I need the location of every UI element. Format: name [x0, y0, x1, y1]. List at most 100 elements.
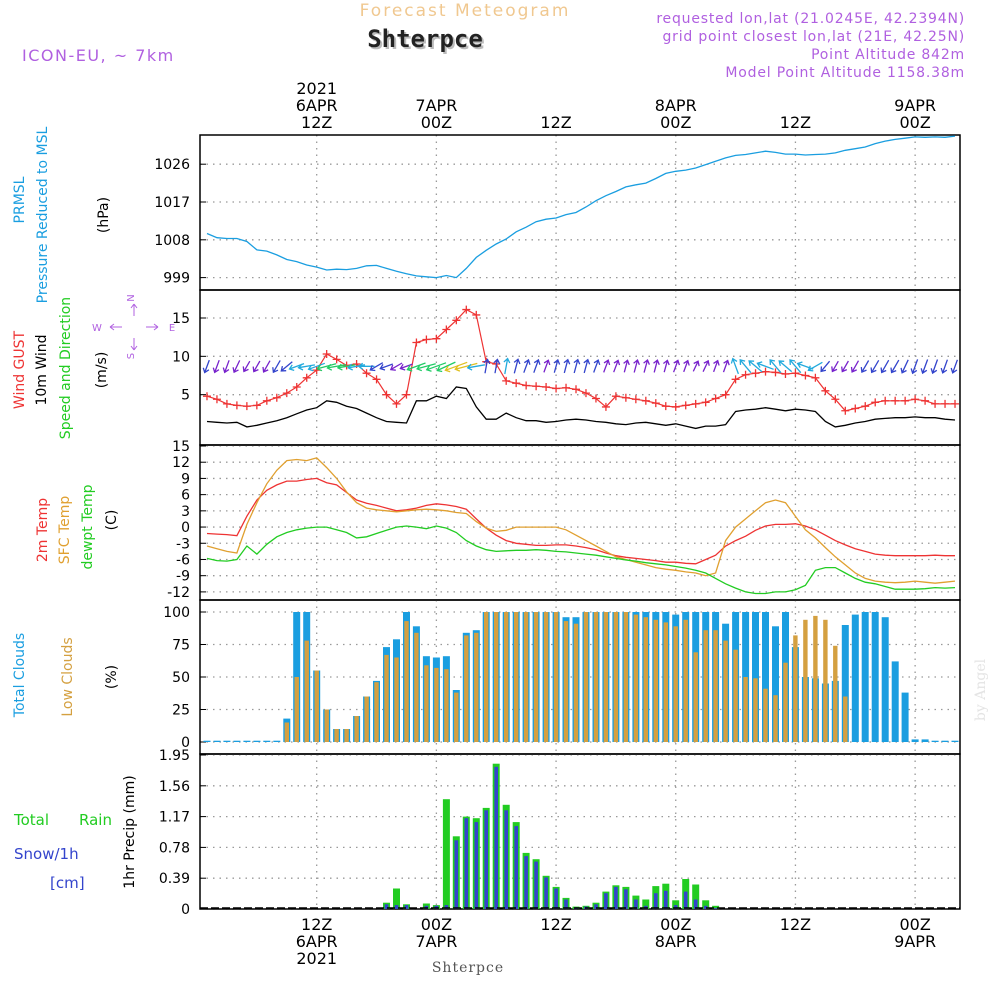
wind-direction-arrow: [940, 359, 949, 374]
wind-10m-label: 10m Wind: [34, 334, 50, 405]
bottom-time-label: 12Z: [301, 915, 332, 934]
wind-direction-arrow: [563, 358, 571, 374]
gust-marker: [442, 325, 451, 334]
pressure-label-prmsl: PRMSL: [12, 176, 28, 223]
low-cloud-bar: [673, 626, 678, 742]
compass-s: S: [126, 353, 137, 359]
snow-bar: [494, 766, 498, 909]
wind-direction-arrow: [553, 358, 561, 373]
total-cloud-bar: [233, 740, 241, 742]
wind-direction-arrow: [850, 360, 860, 373]
gust-marker: [272, 393, 281, 402]
low-cloud-bar: [793, 635, 798, 742]
ytick-label: 0: [181, 902, 190, 918]
wind-direction-arrow: [920, 359, 929, 375]
wind-direction-arrow: [307, 362, 326, 372]
wind-direction-arrow: [643, 358, 651, 373]
snow-bar: [384, 904, 389, 909]
ytick-label: 0: [181, 735, 190, 751]
gust-marker: [951, 399, 960, 408]
compass-w: W: [92, 323, 102, 334]
ytick-label: 5: [181, 388, 190, 404]
location-title: Shterpce: [367, 25, 483, 53]
wind-direction-arrow: [796, 361, 814, 370]
bottom-time-label: 00Z: [660, 915, 691, 934]
low-cloud-bar: [753, 678, 758, 742]
top-time-label: 00Z: [421, 113, 452, 132]
ytick-label: 15: [172, 439, 190, 455]
wind-direction-arrow: [769, 359, 782, 374]
top-time-label: 2021: [296, 79, 337, 98]
total-cloud-bar: [901, 692, 909, 742]
gust-marker: [242, 402, 251, 411]
temp-line-1: [206, 457, 956, 584]
wind-direction-arrow: [242, 360, 251, 373]
snow-bar: [564, 899, 568, 909]
total-cloud-bar: [861, 612, 869, 742]
snow-bar: [634, 899, 638, 909]
plot-layer: 99910081017102651015-12-9-6-303691215025…: [154, 79, 961, 968]
gust-marker: [771, 368, 780, 377]
gust-marker: [891, 396, 900, 405]
requested-coords: requested lon,lat (21.0245E, 42.2394N): [656, 11, 965, 27]
total-cloud-bar: [253, 740, 261, 742]
snow-bar: [683, 891, 688, 909]
snow-bar: [444, 905, 449, 909]
temp-sfc-label: SFC Temp: [57, 496, 73, 565]
gust-marker: [941, 399, 950, 408]
ytick-label: 0.78: [159, 840, 190, 856]
ytick-label: 10: [172, 349, 190, 365]
low-cloud-bar: [763, 688, 768, 742]
gust-marker: [581, 389, 590, 398]
low-cloud-bar: [484, 612, 489, 742]
total-cloud-bar: [911, 739, 919, 742]
low-clouds-label: Low Clouds: [60, 637, 76, 716]
low-cloud-bar: [543, 612, 549, 742]
wind-direction-arrow: [272, 360, 281, 374]
total-cloud-bar: [762, 612, 769, 742]
total-cloud-bar: [891, 661, 899, 742]
low-cloud-bar: [583, 612, 589, 742]
wind-direction-arrow: [860, 360, 870, 374]
gust-marker: [651, 399, 660, 408]
precip-total-label: Total: [13, 811, 49, 829]
total-cloud-bar: [752, 612, 759, 742]
wind-direction-arrow: [316, 363, 337, 372]
low-cloud-bar: [843, 696, 848, 742]
low-cloud-bar: [683, 619, 688, 742]
low-cloud-bar: [314, 670, 319, 742]
low-cloud-bar: [494, 612, 499, 742]
snow-bar: [534, 861, 538, 909]
bottom-time-label: 6APR: [296, 932, 338, 951]
gust-marker: [671, 402, 680, 411]
wind-direction-arrow: [653, 359, 660, 373]
snow-bar: [693, 899, 698, 909]
gust-marker: [631, 395, 640, 404]
wind-direction-arrow: [389, 362, 403, 371]
gust-marker: [432, 334, 441, 343]
low-cloud-bar: [414, 632, 419, 742]
gust-line: [206, 308, 955, 412]
snow-bar: [394, 905, 399, 909]
wind-direction-arrow: [493, 358, 501, 374]
gust-marker: [302, 373, 311, 382]
ytick-label: 1.56: [159, 779, 190, 795]
gust-marker: [851, 404, 860, 413]
wind-direction-arrow: [623, 359, 630, 373]
point-altitude: Point Altitude 842m: [811, 47, 965, 63]
pressure-panel-labels: PRMSL Pressure Reduced to MSL (hPa): [12, 126, 112, 303]
total-cloud-bar: [223, 740, 231, 742]
wind-direction-arrow: [444, 361, 468, 373]
gust-marker: [562, 383, 571, 392]
low-cloud-bar: [533, 612, 539, 742]
low-cloud-bar: [813, 615, 818, 742]
rain-bar: [442, 799, 450, 909]
panel-4: 0 0.39 0.78 1.17 1.56 1.95: [159, 748, 961, 918]
wind-direction-arrow: [820, 360, 831, 373]
total-cloud-bar: [881, 617, 889, 742]
gust-marker: [202, 392, 211, 401]
gust-marker: [801, 371, 810, 380]
model-point-altitude: Model Point Altitude 1158.38m: [725, 65, 965, 81]
